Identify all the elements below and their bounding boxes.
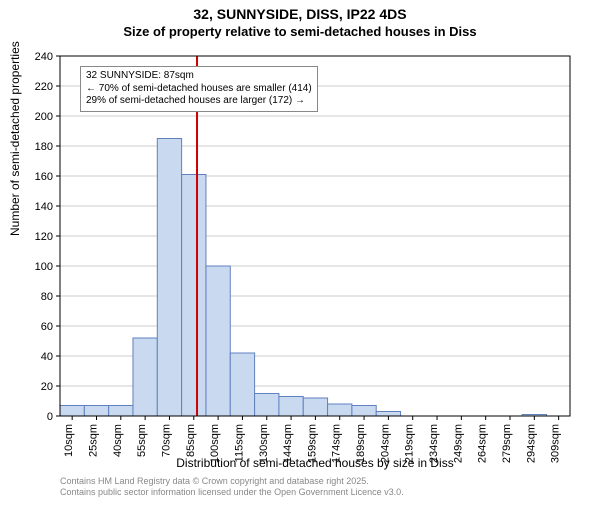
svg-text:40sqm: 40sqm <box>112 424 124 457</box>
svg-text:160: 160 <box>35 171 53 183</box>
chart-container: 32, SUNNYSIDE, DISS, IP22 4DS Size of pr… <box>0 6 600 506</box>
svg-text:85sqm: 85sqm <box>185 424 197 457</box>
svg-text:25sqm: 25sqm <box>87 424 99 457</box>
svg-text:220: 220 <box>35 81 53 93</box>
svg-text:10sqm: 10sqm <box>63 424 75 457</box>
svg-text:240: 240 <box>35 51 53 63</box>
y-axis-label: Number of semi-detached properties <box>8 41 22 236</box>
svg-text:60: 60 <box>41 321 53 333</box>
chart-title: 32, SUNNYSIDE, DISS, IP22 4DS <box>0 6 600 22</box>
footer-line1: Contains HM Land Registry data © Crown c… <box>60 476 404 487</box>
x-axis-label: Distribution of semi-detached houses by … <box>60 456 570 470</box>
chart-subtitle: Size of property relative to semi-detach… <box>0 24 600 39</box>
svg-text:40: 40 <box>41 351 53 363</box>
footer-line2: Contains public sector information licen… <box>60 487 404 498</box>
svg-text:140: 140 <box>35 201 53 213</box>
annotation-line2: ← 70% of semi-detached houses are smalle… <box>86 83 312 96</box>
svg-text:70sqm: 70sqm <box>160 424 172 457</box>
svg-text:100: 100 <box>35 261 53 273</box>
annotation-box: 32 SUNNYSIDE: 87sqm ← 70% of semi-detach… <box>80 66 318 112</box>
svg-text:200: 200 <box>35 111 53 123</box>
annotation-line1: 32 SUNNYSIDE: 87sqm <box>86 70 312 83</box>
svg-text:80: 80 <box>41 291 53 303</box>
footer-text: Contains HM Land Registry data © Crown c… <box>60 476 404 498</box>
plot-area: 02040608010012014016018020022024010sqm25… <box>60 56 570 416</box>
svg-text:55sqm: 55sqm <box>136 424 148 457</box>
svg-text:120: 120 <box>35 231 53 243</box>
svg-text:180: 180 <box>35 141 53 153</box>
svg-text:20: 20 <box>41 381 53 393</box>
svg-text:0: 0 <box>47 411 53 423</box>
annotation-line3: 29% of semi-detached houses are larger (… <box>86 95 312 108</box>
